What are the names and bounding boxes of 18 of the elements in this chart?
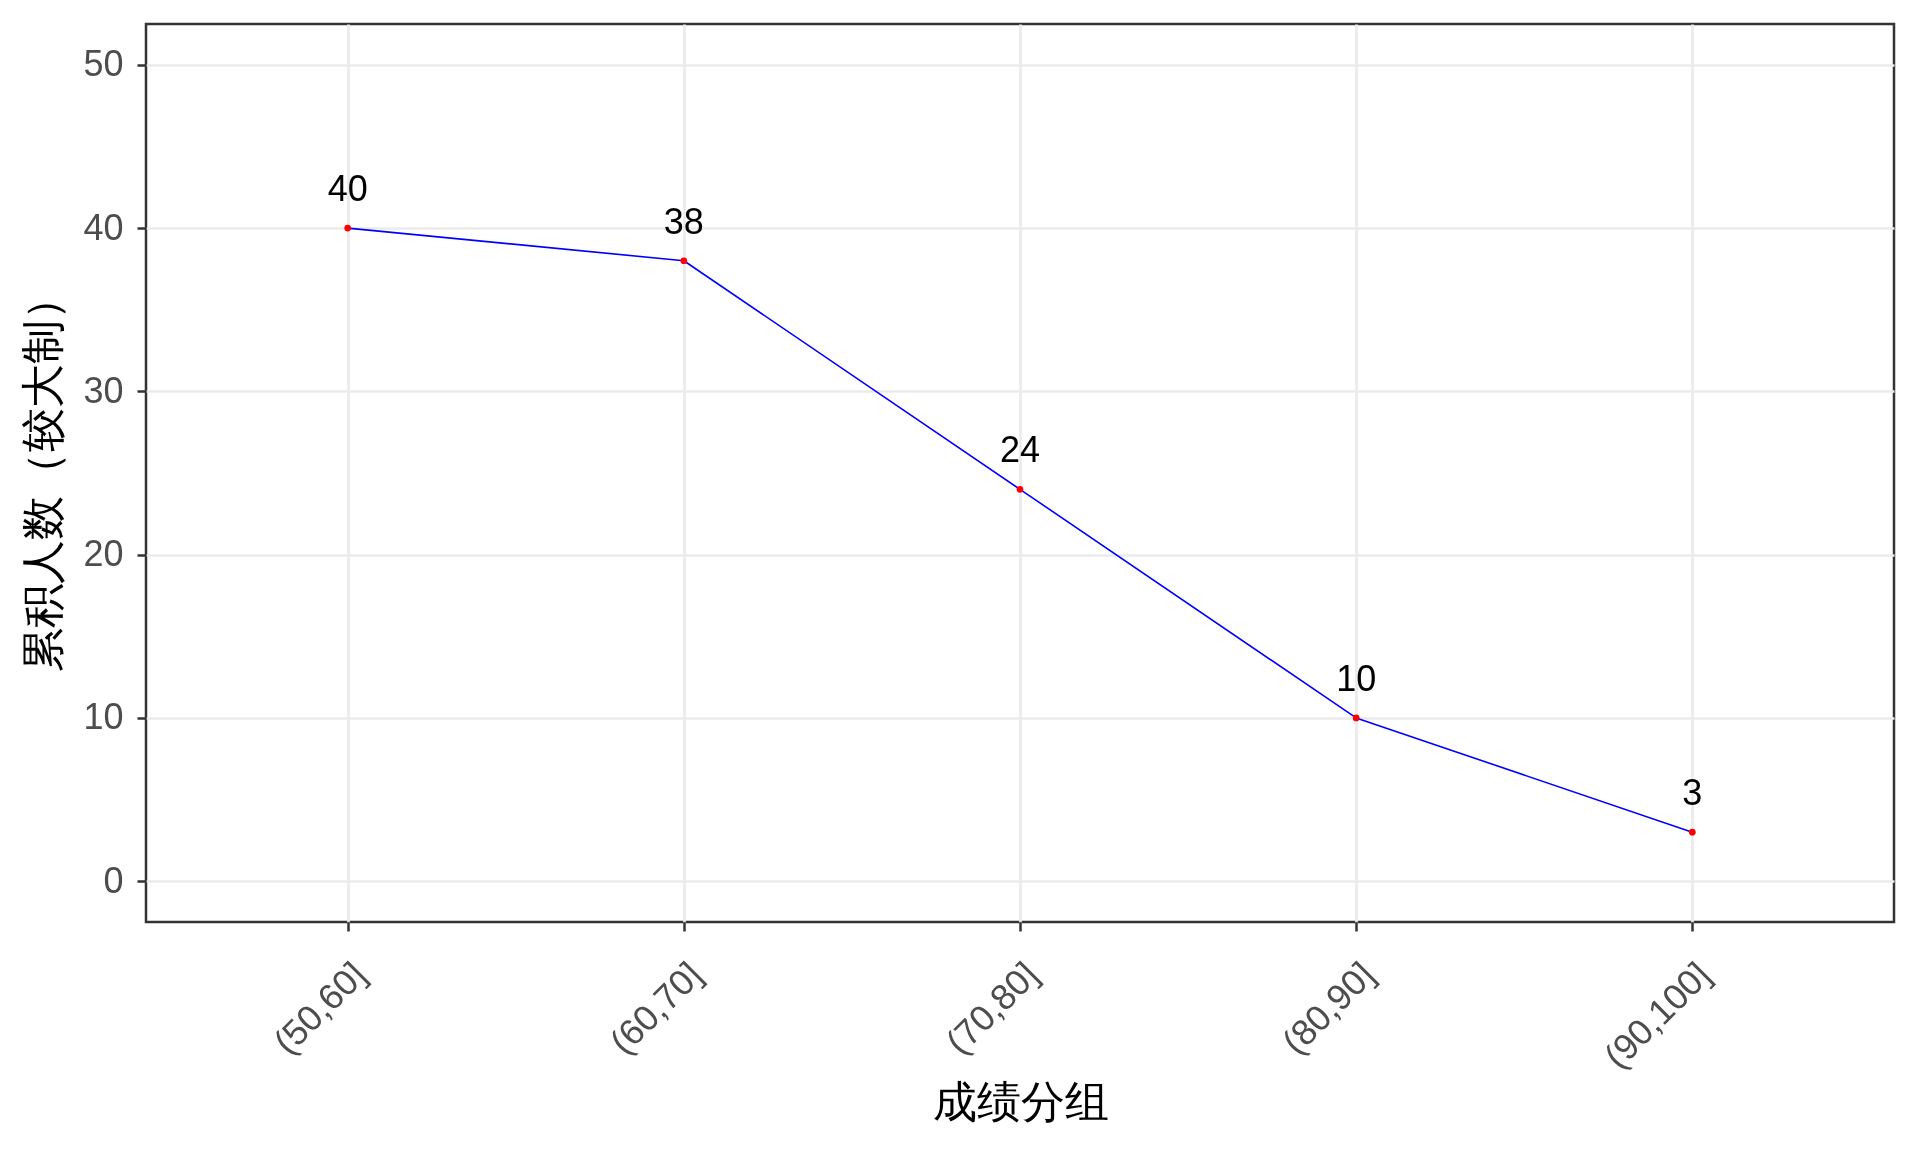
data-label: 24 [999, 429, 1041, 471]
x-axis-title: 成绩分组 [932, 1077, 1109, 1127]
y-tick-label: 20 [83, 533, 124, 575]
y-tick-label: 0 [103, 859, 124, 901]
y-axis-title: 累积人数（较大制） [19, 275, 69, 672]
y-tick-label: 40 [83, 206, 124, 248]
point [680, 257, 688, 265]
y-tick-label: 10 [83, 696, 124, 738]
data-label: 40 [327, 168, 368, 210]
point [1688, 828, 1696, 836]
data-label: 38 [663, 200, 704, 242]
y-tick-label: 30 [83, 369, 124, 411]
point [1016, 485, 1024, 493]
data-label: 10 [1336, 657, 1377, 699]
point [344, 224, 352, 232]
point [1352, 714, 1360, 722]
y-tick-label: 50 [83, 43, 124, 85]
data-label: 3 [1682, 772, 1703, 814]
